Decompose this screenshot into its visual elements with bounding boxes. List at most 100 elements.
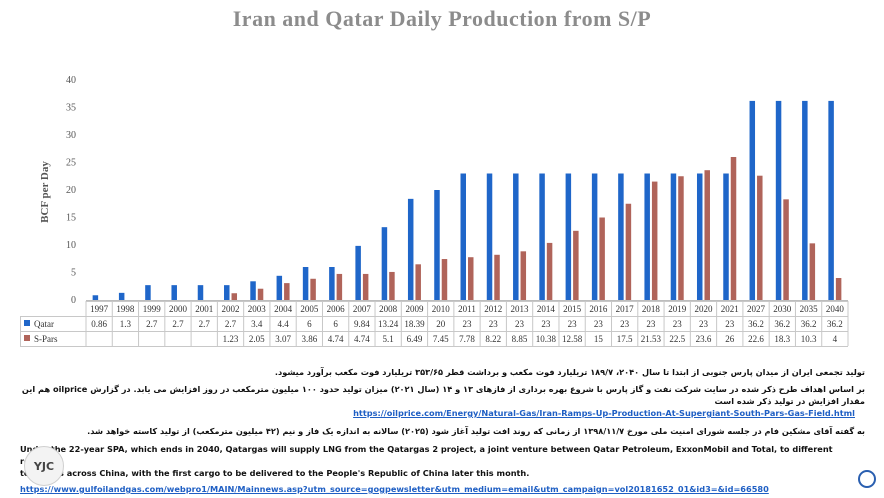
corner-logo-icon	[858, 470, 876, 488]
s-pars-data-label: 2.05	[249, 334, 265, 344]
note-en-2: terminals across China, with the first c…	[20, 468, 530, 478]
s-pars-data-label: 22.6	[748, 334, 764, 344]
legend-swatch	[24, 335, 30, 341]
yjc-logo-text: YJC	[33, 459, 55, 473]
qatar-bar	[224, 285, 230, 300]
x-tick-label: 2014	[537, 304, 556, 314]
note-fa-2: بر اساس اهداف طرح ذکر شده در سایت شرکت ن…	[21, 384, 865, 406]
s-pars-bar	[284, 283, 290, 300]
s-pars-data-label: 18.3	[774, 334, 790, 344]
x-tick-label: 2020	[694, 304, 713, 314]
chart: 0 5 10 15 20 25 30 35 40 BCF per Day 1997 1998 1999 2…	[20, 75, 849, 347]
qatar-data-label: 36.2	[827, 319, 843, 329]
qatar-data-label: 36.2	[801, 319, 817, 329]
qatar-data-label: 9.84	[354, 319, 370, 329]
qatar-bar	[565, 173, 572, 300]
s-pars-data-label: 7.78	[459, 334, 475, 344]
note-fa-1: تولید تجمعی ایران از میدان پارس جنوبی از…	[274, 367, 865, 377]
qatar-data-label: 2.7	[199, 319, 211, 329]
x-tick-label: 2005	[300, 304, 319, 314]
x-tick-label: 2015	[563, 304, 582, 314]
s-pars-bar	[546, 242, 553, 300]
x-tick-label: 2030	[773, 304, 792, 314]
s-pars-bar	[389, 271, 395, 300]
s-pars-data-label: 22.5	[669, 334, 685, 344]
x-tick-label: 2010	[432, 304, 451, 314]
legend-label: Qatar	[34, 319, 54, 329]
qatar-bar	[828, 100, 834, 301]
qatar-data-label: 2.7	[225, 319, 237, 329]
x-tick-label: 2003	[248, 304, 267, 314]
s-pars-data-label: 21.53	[641, 334, 662, 344]
qatar-data-label: 23	[489, 319, 499, 329]
s-pars-data-label: 15	[594, 334, 604, 344]
qatar-bar	[276, 275, 283, 300]
qatar-bar	[591, 173, 598, 300]
qatar-bar	[775, 100, 782, 301]
y-tick-label: 30	[66, 130, 76, 141]
s-pars-bar	[257, 288, 264, 300]
qatar-bar	[329, 267, 335, 300]
qatar-bar	[302, 267, 309, 300]
x-tick-label: 1999	[143, 304, 162, 314]
qatar-bar	[171, 285, 177, 300]
x-tick-label: 2018	[642, 304, 661, 314]
s-pars-data-label: 17.5	[617, 334, 633, 344]
qatar-bar	[486, 173, 493, 300]
x-tick-label: 2009	[405, 304, 424, 314]
x-tick-label: 2011	[458, 304, 476, 314]
qatar-bar	[434, 190, 440, 300]
x-tick-label: 2027	[747, 304, 766, 314]
s-pars-bar	[231, 293, 238, 300]
qatar-bar	[355, 245, 361, 300]
oilprice-link[interactable]: https://oilprice.com/Energy/Natural-Gas/…	[353, 408, 855, 418]
y-axis-label: BCF per Day	[39, 161, 51, 223]
qatar-data-label: 1.3	[120, 319, 132, 329]
s-pars-data-label: 10.3	[801, 334, 817, 344]
s-pars-data-label: 7.45	[433, 334, 449, 344]
qatar-bar	[145, 285, 151, 300]
qatar-bar	[749, 100, 756, 301]
gulfoilandgas-link[interactable]: https://www.gulfoilandgas.com/webpro1/MA…	[20, 484, 769, 494]
x-tick-label: 2006	[327, 304, 346, 314]
x-tick-label: 2012	[484, 304, 502, 314]
qatar-data-label: 23	[699, 319, 709, 329]
qatar-data-label: 6	[333, 319, 338, 329]
s-pars-data-label: 26	[725, 334, 735, 344]
s-pars-data-label: 3.86	[301, 334, 317, 344]
qatar-bar	[539, 173, 545, 300]
qatar-bar	[197, 285, 204, 300]
qatar-bar	[92, 295, 99, 300]
y-tick-label: 35	[66, 103, 76, 114]
y-tick-label: 40	[66, 75, 76, 86]
x-tick-label: 2019	[668, 304, 687, 314]
s-pars-bar	[783, 199, 789, 300]
qatar-data-label: 23	[541, 319, 551, 329]
s-pars-bar	[625, 203, 632, 300]
qatar-data-label: 23	[594, 319, 604, 329]
s-pars-bar	[468, 257, 474, 300]
x-tick-label: 2013	[511, 304, 530, 314]
qatar-bar	[513, 173, 519, 300]
x-tick-label: 2000	[169, 304, 188, 314]
s-pars-data-label: 23.6	[696, 334, 712, 344]
x-tick-label: 2004	[274, 304, 293, 314]
qatar-bar	[118, 292, 125, 300]
x-tick-label: 2001	[195, 304, 213, 314]
x-tick-label: 2016	[589, 304, 608, 314]
notes: تولید تجمعی ایران از میدان پارس جنوبی از…	[20, 366, 865, 495]
s-pars-data-label: 6.49	[407, 334, 423, 344]
qatar-bar	[407, 198, 414, 300]
y-tick-label: 5	[71, 268, 76, 279]
s-pars-bar	[362, 273, 369, 300]
qatar-data-label: 18.39	[404, 319, 425, 329]
page-title: Iran and Qatar Daily Production from S/P	[232, 6, 652, 31]
s-pars-bar	[310, 278, 316, 300]
s-pars-data-label: 4.74	[328, 334, 344, 344]
qatar-data-label: 13.24	[378, 319, 399, 329]
qatar-bar	[460, 173, 466, 300]
x-tick-label: 2002	[222, 304, 240, 314]
qatar-data-label: 23	[620, 319, 630, 329]
x-tick-label: 2021	[721, 304, 739, 314]
x-tick-label: 2040	[826, 304, 845, 314]
